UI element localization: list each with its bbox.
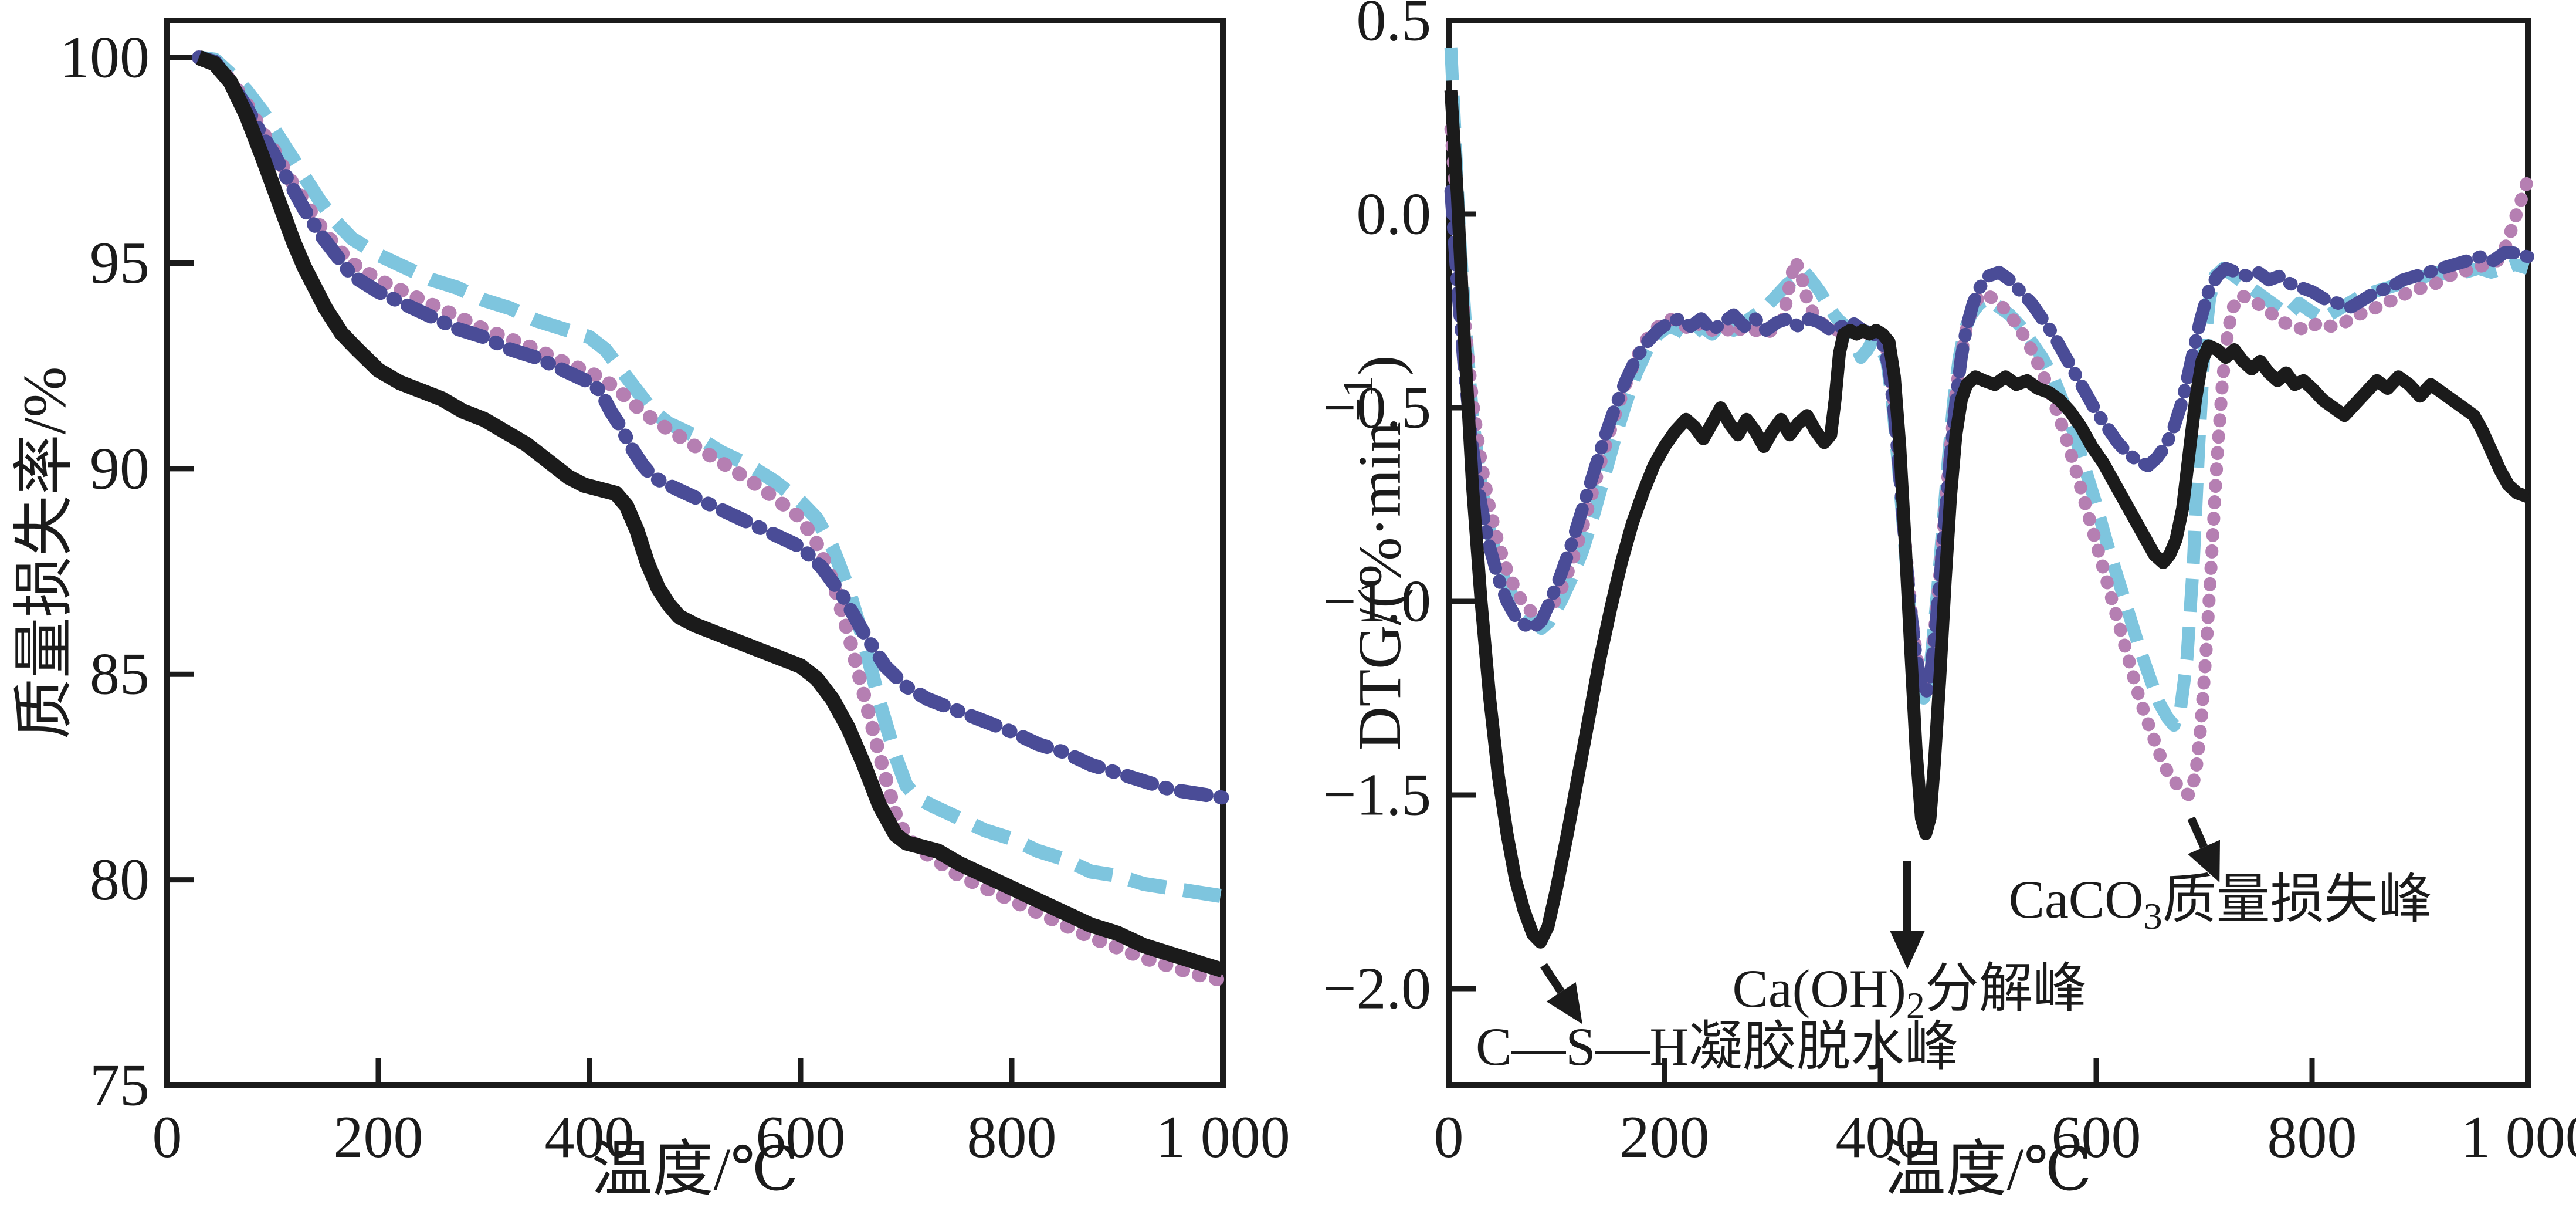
tg-xtick-label-4: 800 (967, 1104, 1057, 1170)
dtg-yaxis-label-post: ) (1346, 356, 1414, 376)
caco3-mass-loss-peak-arrow-shaft (2187, 816, 2208, 849)
tg-ytick-label-0: 100 (60, 25, 150, 91)
caco3-mass-loss-peak-text-post: 质量损失峰 (2163, 869, 2432, 929)
dtg-xtick-label-0: 0 (1434, 1104, 1464, 1170)
tg-series-black-solid (196, 50, 1225, 978)
caoh2-decomposition-peak-text-post: 分解峰 (1925, 959, 2087, 1019)
tg-xtick-label-1: 200 (334, 1104, 423, 1170)
tg-series-cyan-dashed (198, 50, 1224, 904)
dtg-annotation-csh-dehydration-peak: C—S—H凝胶脱水峰 (1476, 1017, 1958, 1077)
tg-plot-box (164, 18, 1226, 1088)
dtg-xaxis-label: 温度/℃ (1884, 1136, 2092, 1203)
dtg-ytick-label-5: −2.0 (1323, 956, 1431, 1022)
csh-dehydration-peak-arrow-shaft (1540, 963, 1565, 994)
tg-series-navy-dash-dot (192, 50, 1230, 805)
tg-ytick-label-4: 80 (90, 847, 150, 913)
tg-xtick-label-2: 400 (545, 1104, 635, 1170)
caoh2-decomposition-peak-text-pre: Ca(OH) (1732, 959, 1906, 1019)
dtg-ytick-label-2: −0.5 (1323, 375, 1431, 441)
dtg-ytick-label-1: 0.0 (1357, 181, 1432, 248)
dtg-yaxis-label-pre: DTG/(%·min (1346, 422, 1414, 750)
dtg-ytick-label-4: −1.5 (1323, 762, 1431, 828)
dtg-xtick-label-4: 800 (2267, 1104, 2357, 1170)
dtg-plot-box (1446, 18, 2531, 1088)
tg-xtick-label-0: 0 (152, 1104, 182, 1170)
caco3-mass-loss-peak-text-sub: 3 (2144, 895, 2163, 937)
dtg-xtick-label-1: 200 (1620, 1104, 1710, 1170)
dtg-series-black-solid (1444, 90, 2530, 949)
tg-xaxis-label: 温度/℃ (591, 1136, 798, 1203)
caoh2-decomposition-peak-text-sub: 2 (1906, 984, 1925, 1026)
tg-ytick-label-2: 90 (90, 435, 150, 502)
tg-ytick-label-1: 95 (90, 230, 150, 296)
tg-series-purple-dotted (192, 50, 1230, 988)
tg-ytick-label-5: 75 (90, 1053, 150, 1119)
caco3-mass-loss-peak-arrow-head (2188, 840, 2220, 882)
csh-dehydration-peak-arrow-head (1546, 982, 1582, 1024)
caco3-mass-loss-peak-text-pre: CaCO (2009, 869, 2144, 929)
dtg-annotation-caco3-mass-loss-peak: CaCO3质量损失峰 (2009, 869, 2432, 937)
dtg-xtick-label-2: 400 (1836, 1104, 1926, 1170)
dtg-annotation-caoh2-decomposition-peak: Ca(OH)2分解峰 (1732, 959, 2086, 1026)
dtg-ytick-label-0: 0.5 (1357, 0, 1432, 54)
tg-xtick-label-5: 1 000 (1155, 1104, 1290, 1170)
dtg-yaxis-label: DTG/(%·min−1) (1334, 356, 1414, 751)
dtg-panel: 0 200 400 600 800 1 000 0.5 0.0 −0.5 −1.0 −1.5 −2.0… (1323, 0, 2576, 1203)
dtg-xtick-label-5: 1 000 (2460, 1104, 2576, 1170)
dtg-xtick-label-3: 600 (2052, 1104, 2141, 1170)
dtg-ytick-label-3: −1.0 (1323, 569, 1431, 635)
tg-yaxis-label: 质量损失率/% (11, 367, 79, 740)
tg-panel: 0 200 400 600 800 1 000 100 95 90 85 80 75 温度/℃ 质量损失率… (11, 18, 1290, 1203)
dtg-yaxis-label-sup: −1 (1334, 375, 1382, 422)
tg-ytick-label-3: 85 (90, 641, 150, 708)
caoh2-decomposition-peak-arrow-head (1890, 931, 1925, 969)
tg-xtick-label-3: 600 (756, 1104, 846, 1170)
